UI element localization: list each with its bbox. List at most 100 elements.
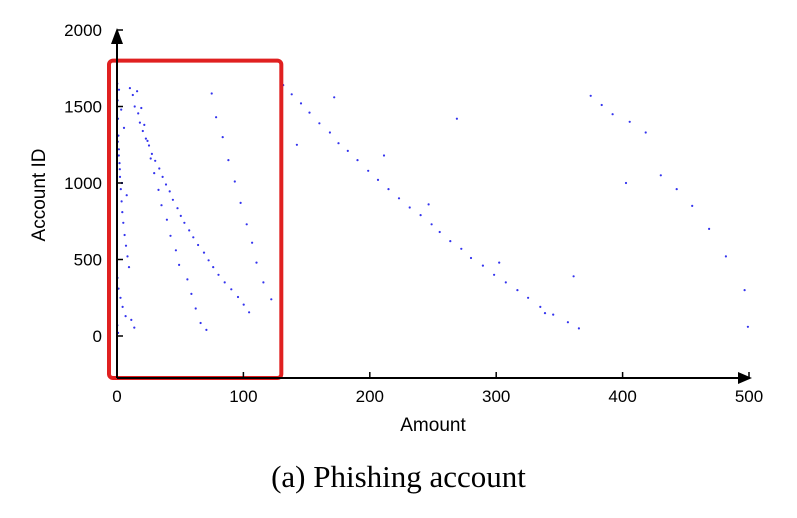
data-point xyxy=(168,190,171,193)
data-point xyxy=(387,188,390,191)
y-tick-label: 1500 xyxy=(64,98,102,117)
data-point xyxy=(125,194,128,197)
x-tick-label: 100 xyxy=(229,387,257,406)
x-axis-label: Amount xyxy=(400,415,466,436)
data-point xyxy=(346,149,349,152)
data-point xyxy=(117,88,121,91)
data-point xyxy=(161,175,164,178)
data-point xyxy=(118,175,122,178)
data-point xyxy=(230,288,233,291)
data-point xyxy=(141,129,144,133)
data-point xyxy=(628,120,631,123)
data-point xyxy=(589,94,592,97)
data-point xyxy=(552,313,555,316)
data-point xyxy=(221,136,224,139)
y-tick-label: 1000 xyxy=(64,174,102,193)
data-point xyxy=(124,244,128,247)
x-ticks: 0 100 200 300 400 500 xyxy=(112,372,763,406)
data-point xyxy=(147,144,151,147)
y-axis-arrow xyxy=(111,28,123,44)
data-point xyxy=(176,207,179,210)
data-point xyxy=(120,200,123,203)
y-ticks: 0 500 1000 1500 2000 xyxy=(64,21,123,346)
data-point xyxy=(577,327,581,330)
data-point xyxy=(356,159,359,162)
data-point xyxy=(675,188,678,191)
data-point xyxy=(197,243,200,247)
data-point xyxy=(130,318,133,321)
data-point xyxy=(382,154,386,157)
x-tick-label: 200 xyxy=(356,387,384,406)
x-axis-arrow xyxy=(738,372,752,384)
data-point xyxy=(299,102,303,105)
data-point xyxy=(212,266,215,269)
data-point xyxy=(144,137,147,140)
data-point xyxy=(183,221,186,224)
data-point xyxy=(248,311,251,314)
data-point xyxy=(262,281,265,284)
data-point xyxy=(118,168,121,171)
data-point xyxy=(611,113,614,116)
y-tick-label: 500 xyxy=(74,251,102,270)
data-point xyxy=(126,255,129,258)
data-point xyxy=(171,198,174,201)
data-point xyxy=(543,312,547,315)
data-point xyxy=(124,315,127,318)
data-point xyxy=(333,96,336,99)
data-points xyxy=(116,82,750,334)
data-point xyxy=(708,227,711,230)
data-point xyxy=(498,261,501,264)
data-point xyxy=(133,326,136,329)
data-point xyxy=(644,131,647,134)
data-point xyxy=(138,121,141,124)
data-point xyxy=(174,249,177,252)
data-point xyxy=(119,296,122,299)
data-point xyxy=(194,307,197,310)
data-point xyxy=(746,325,750,328)
data-point xyxy=(236,295,240,299)
data-point xyxy=(188,229,191,232)
data-point xyxy=(308,111,311,114)
data-point xyxy=(210,92,213,95)
data-point xyxy=(242,303,245,306)
data-point xyxy=(136,90,139,93)
data-point xyxy=(192,236,195,239)
data-point xyxy=(217,273,220,276)
data-point xyxy=(449,240,452,243)
data-point xyxy=(207,259,210,262)
data-point xyxy=(481,264,484,267)
data-point xyxy=(165,218,168,221)
data-point xyxy=(367,169,370,172)
y-tick-label: 2000 xyxy=(64,21,102,40)
data-point xyxy=(121,305,124,308)
data-point xyxy=(527,296,530,299)
data-point xyxy=(427,203,430,206)
data-point xyxy=(149,157,152,160)
data-point xyxy=(539,305,542,308)
data-point xyxy=(408,206,411,209)
data-point xyxy=(160,204,163,207)
x-tick-label: 500 xyxy=(735,387,763,406)
data-point xyxy=(328,131,331,134)
data-point xyxy=(215,116,218,119)
data-point xyxy=(158,167,161,170)
data-point xyxy=(572,275,575,278)
data-point xyxy=(143,123,146,126)
data-point xyxy=(376,178,380,181)
data-point xyxy=(469,256,473,260)
data-point xyxy=(419,214,422,217)
data-point xyxy=(743,289,746,292)
data-point xyxy=(146,139,149,142)
data-point xyxy=(337,142,340,145)
data-point xyxy=(724,255,728,258)
x-tick-label: 300 xyxy=(482,387,510,406)
figure-caption: (a) Phishing account xyxy=(271,459,526,494)
data-point xyxy=(659,174,662,177)
y-tick-label: 0 xyxy=(93,327,102,346)
data-point xyxy=(255,261,258,264)
data-point xyxy=(202,251,206,254)
data-point xyxy=(460,247,463,250)
data-point xyxy=(691,204,694,207)
data-point xyxy=(164,183,168,186)
data-point xyxy=(118,162,121,165)
